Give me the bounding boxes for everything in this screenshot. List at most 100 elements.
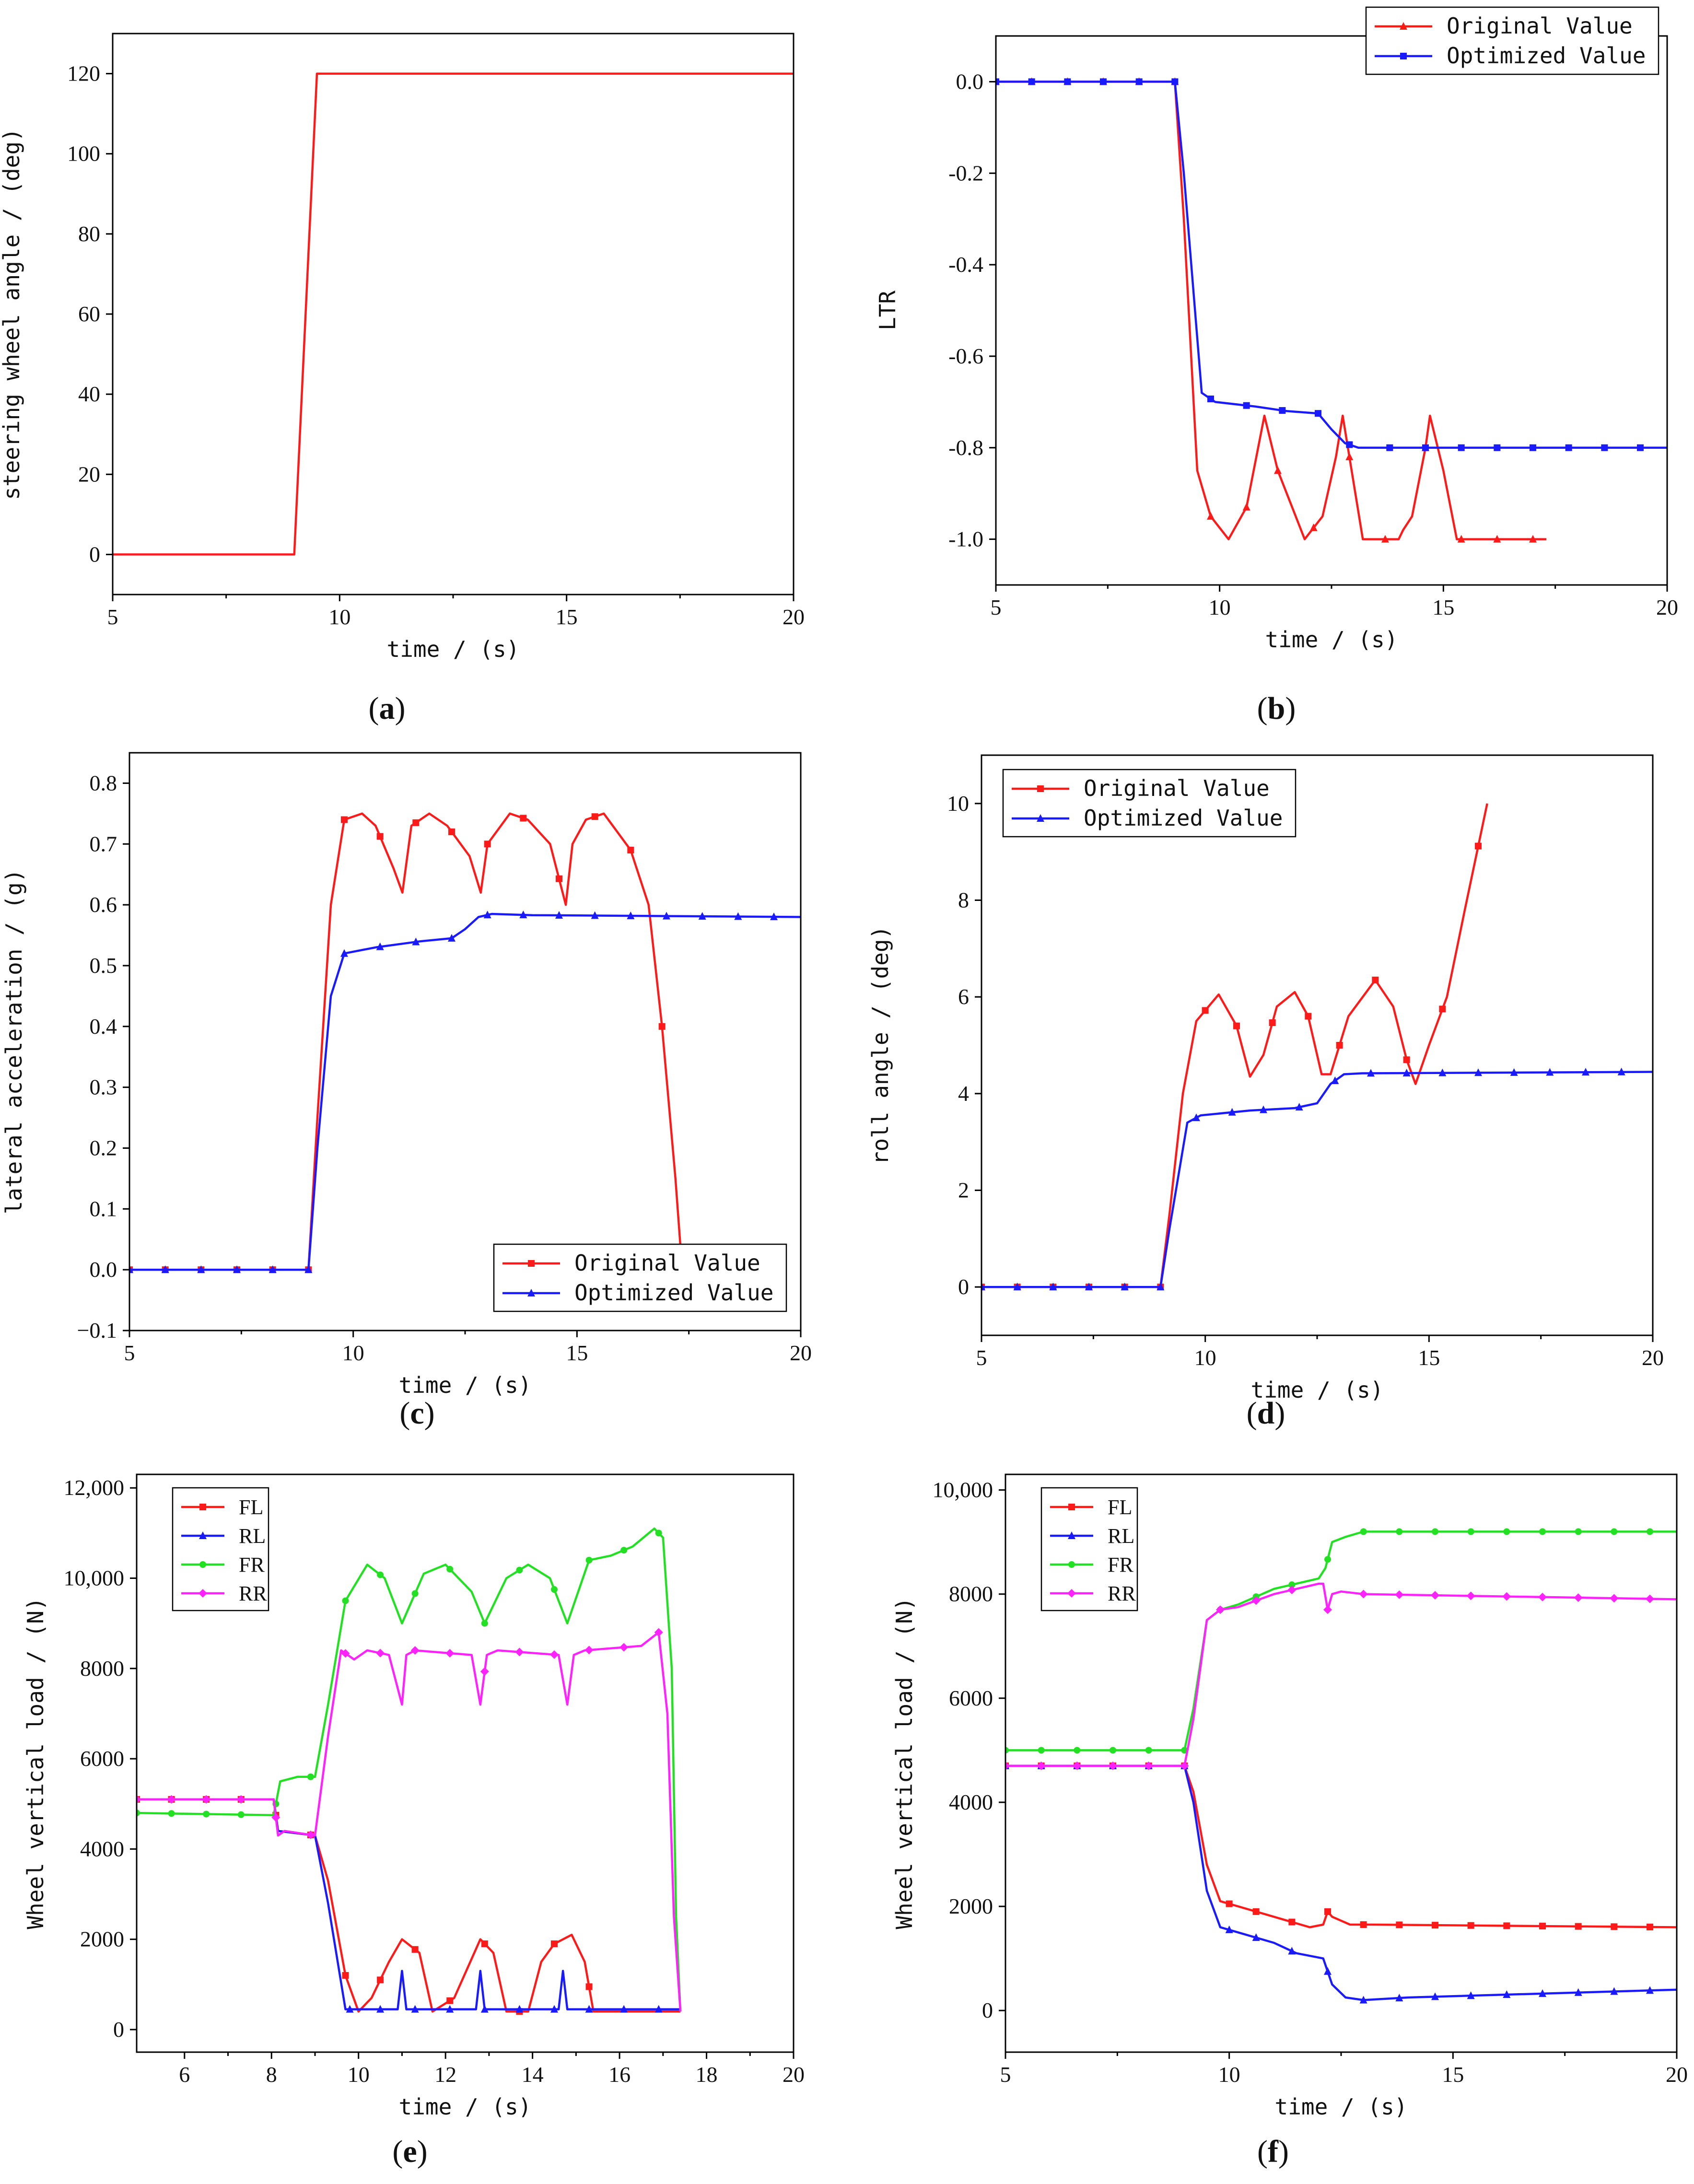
caption-b: (b) xyxy=(1257,691,1296,726)
data-point-rl xyxy=(411,2005,419,2013)
x-tick-label: 20 xyxy=(790,1341,812,1365)
data-point-fr xyxy=(1324,1556,1331,1563)
chart-panel-c: 5 10 15 20 −0.1 0.0 0.1 0.2 0.3 0.4 0.5 0.6 0.7 0.8 ti… xyxy=(1,752,812,1398)
y-tick-label: 0.0 xyxy=(956,69,984,93)
x-tick-label: 5 xyxy=(991,595,1002,619)
data-point-fl xyxy=(1360,1921,1367,1928)
legend-marker-rr xyxy=(1067,1589,1076,1598)
data-point-optimized-value xyxy=(1601,444,1608,451)
data-point-rr xyxy=(1005,1761,1010,1770)
data-point-optimized-value xyxy=(1402,1069,1411,1077)
caption-d: (d) xyxy=(1246,1396,1285,1431)
x-tick-label: 20 xyxy=(1642,1345,1664,1370)
data-point-optimized-value xyxy=(197,1265,205,1273)
y-tick-label: 100 xyxy=(67,141,100,166)
data-point-fr xyxy=(1110,1747,1116,1754)
y-tick-label: 0.5 xyxy=(90,953,117,978)
data-point-optimized-value xyxy=(340,949,348,957)
data-point-original-value xyxy=(1202,1007,1209,1014)
y-tick-label: 6000 xyxy=(949,1686,993,1710)
x-tick-label: 15 xyxy=(556,605,578,629)
data-point-optimized-value xyxy=(1546,1068,1554,1076)
legend-marker-fr xyxy=(199,1561,206,1568)
data-point-rr xyxy=(1610,1594,1619,1603)
data-point-rr xyxy=(445,1648,455,1658)
data-point-optimized-value xyxy=(1474,1068,1482,1076)
series-line-rr xyxy=(1005,1582,1677,1767)
data-point-original-value xyxy=(412,819,420,826)
chart-panel-d: 5 10 15 20 0 2 4 6 8 10 time / (s) roll angle / (de… xyxy=(867,754,1664,1403)
y-tick-label: -0.8 xyxy=(948,435,983,460)
data-point-fr xyxy=(342,1597,349,1604)
data-point-fr xyxy=(516,1566,523,1574)
series-line-fl xyxy=(1005,1764,1677,1928)
y-tick-label: -0.4 xyxy=(948,252,983,277)
data-point-rr xyxy=(1431,1591,1439,1600)
data-point-fr xyxy=(1467,1528,1474,1535)
data-point-fr xyxy=(1074,1747,1081,1754)
legend-box xyxy=(1365,6,1659,75)
data-point-fl xyxy=(1324,1908,1331,1915)
data-point-rr xyxy=(410,1646,420,1655)
data-point-rr xyxy=(236,1795,245,1804)
data-point-rr xyxy=(480,1667,489,1676)
legend-label-rr: RR xyxy=(1108,1582,1136,1605)
legend-label-rl: RL xyxy=(1108,1524,1134,1548)
data-point-original-value xyxy=(1336,1042,1343,1049)
data-point-rl xyxy=(620,2005,628,2013)
data-point-fr xyxy=(237,1811,245,1818)
data-point-original-value xyxy=(1269,1019,1276,1026)
data-point-optimized-value xyxy=(591,911,599,919)
data-point-fl xyxy=(1252,1908,1260,1915)
data-point-original-value xyxy=(376,833,384,840)
legend-label-optimized-value: Optimized Value xyxy=(1084,805,1283,831)
legend-marker-rr xyxy=(199,1589,207,1598)
data-point-rr xyxy=(341,1649,350,1658)
data-point-rr xyxy=(137,1795,141,1804)
legend: FL RL FR RR xyxy=(172,1487,269,1612)
data-point-fl xyxy=(550,1940,558,1948)
data-point-rr xyxy=(1180,1761,1189,1770)
y-tick-label: 2 xyxy=(958,1178,969,1203)
y-tick-label: 8000 xyxy=(80,1656,124,1681)
data-point-fr xyxy=(1503,1528,1510,1535)
x-tick-label: 12 xyxy=(434,2062,456,2087)
series-line-optimized-value xyxy=(981,1071,1653,1288)
data-point-fr xyxy=(1145,1747,1152,1754)
data-point-optimized-value xyxy=(1064,78,1071,85)
x-tick-label: 6 xyxy=(179,2062,190,2087)
data-point-rr xyxy=(1144,1761,1153,1770)
data-point-fl xyxy=(1396,1921,1403,1928)
data-point-fr xyxy=(411,1590,419,1597)
data-point-optimized-value xyxy=(1157,1283,1165,1291)
legend-box xyxy=(493,1243,787,1312)
data-point-fl xyxy=(1288,1918,1296,1926)
data-point-optimized-value xyxy=(1049,1283,1057,1291)
data-point-optimized-value xyxy=(1279,407,1286,414)
x-tick-label: 15 xyxy=(566,1341,588,1365)
data-point-rl xyxy=(446,2005,454,2013)
plot-area xyxy=(981,803,1653,1291)
series-line-rr xyxy=(137,1631,682,2012)
series-line-optimized-value xyxy=(996,81,1667,449)
legend-marker-optimized-value xyxy=(1037,814,1044,822)
x-tick-label: 20 xyxy=(1656,595,1678,619)
data-point-fr xyxy=(585,1556,593,1564)
legend-marker-fl xyxy=(199,1504,206,1510)
x-axis-label: time / (s) xyxy=(387,636,520,662)
data-point-original-value xyxy=(556,875,562,882)
data-point-original-value xyxy=(341,816,348,823)
data-point-optimized-value xyxy=(698,912,706,920)
data-point-optimized-value xyxy=(483,911,491,919)
series-line-fl xyxy=(137,1798,681,2013)
data-point-original-value xyxy=(1381,535,1389,543)
data-point-fr xyxy=(1005,1747,1009,1754)
data-point-fr xyxy=(168,1810,175,1817)
y-axis-label: steering wheel angle / (deg) xyxy=(0,128,24,500)
x-axis-label: time / (s) xyxy=(1275,2094,1408,2120)
data-point-rl xyxy=(480,2005,489,2013)
y-tick-label: 20 xyxy=(78,462,100,486)
chart-panel-f: 5 10 15 20 0 2000 4000 6000 8000 10,000 time / (s)… xyxy=(891,1473,1688,2120)
data-point-fr xyxy=(655,1530,662,1537)
data-point-rl xyxy=(1431,1992,1439,2000)
